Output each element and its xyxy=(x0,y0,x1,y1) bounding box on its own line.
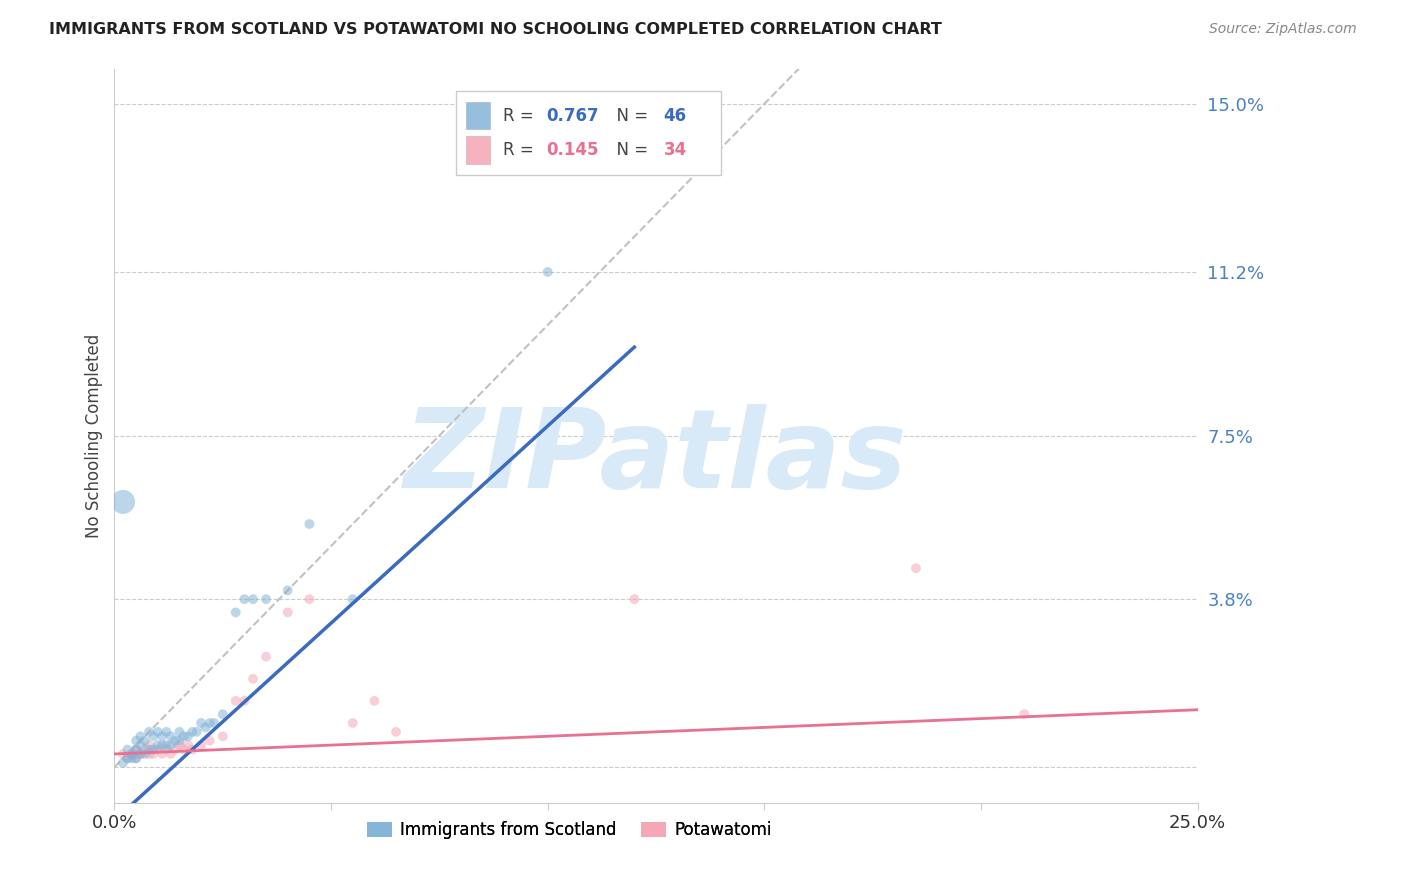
Point xyxy=(169,733,191,747)
Point xyxy=(277,606,299,620)
Point xyxy=(121,747,143,761)
Point xyxy=(121,751,143,765)
Point xyxy=(190,738,212,752)
Point xyxy=(363,694,385,708)
Point xyxy=(198,733,221,747)
Point xyxy=(342,592,364,607)
Bar xyxy=(467,102,491,129)
Bar xyxy=(467,136,491,164)
Point xyxy=(165,742,187,756)
Point xyxy=(134,742,156,756)
Point xyxy=(169,724,191,739)
Point xyxy=(112,495,135,509)
Point xyxy=(138,742,160,756)
Point xyxy=(242,592,264,607)
Text: 34: 34 xyxy=(664,141,688,159)
Point xyxy=(125,733,148,747)
Point xyxy=(198,716,221,731)
Point xyxy=(142,747,165,761)
Point xyxy=(181,742,204,756)
Point xyxy=(129,729,152,743)
Point xyxy=(242,672,264,686)
Point xyxy=(125,751,148,765)
Text: N =: N = xyxy=(606,141,654,159)
Point xyxy=(254,649,277,664)
Point xyxy=(129,747,152,761)
Point xyxy=(117,742,139,756)
Text: 46: 46 xyxy=(664,106,686,125)
Point xyxy=(194,720,217,734)
Point xyxy=(169,738,191,752)
Point xyxy=(298,516,321,531)
Point xyxy=(125,742,148,756)
Text: R =: R = xyxy=(503,106,540,125)
Point xyxy=(211,729,233,743)
Text: IMMIGRANTS FROM SCOTLAND VS POTAWATOMI NO SCHOOLING COMPLETED CORRELATION CHART: IMMIGRANTS FROM SCOTLAND VS POTAWATOMI N… xyxy=(49,22,942,37)
Point xyxy=(155,724,177,739)
Text: 0.145: 0.145 xyxy=(547,141,599,159)
Point xyxy=(138,724,160,739)
Point xyxy=(146,738,169,752)
Point xyxy=(159,747,181,761)
Point xyxy=(129,747,152,761)
Point xyxy=(121,747,143,761)
Point xyxy=(112,756,135,770)
Point xyxy=(142,729,165,743)
Point xyxy=(623,592,645,607)
Text: Source: ZipAtlas.com: Source: ZipAtlas.com xyxy=(1209,22,1357,37)
Point xyxy=(186,724,208,739)
Point xyxy=(117,751,139,765)
Point xyxy=(146,742,169,756)
Point xyxy=(233,592,256,607)
Point xyxy=(134,747,156,761)
Point xyxy=(150,747,173,761)
Text: R =: R = xyxy=(503,141,540,159)
Point xyxy=(112,747,135,761)
Text: ZIPatlas: ZIPatlas xyxy=(404,404,908,511)
Point xyxy=(225,606,247,620)
Point xyxy=(173,742,195,756)
Y-axis label: No Schooling Completed: No Schooling Completed xyxy=(86,334,103,538)
Point xyxy=(125,751,148,765)
Point xyxy=(904,561,927,575)
Point xyxy=(173,729,195,743)
Point xyxy=(165,733,187,747)
Point xyxy=(159,738,181,752)
Point xyxy=(177,729,200,743)
Point xyxy=(1014,707,1036,722)
Text: 0.767: 0.767 xyxy=(547,106,599,125)
Point xyxy=(138,738,160,752)
Point xyxy=(537,265,560,279)
Point xyxy=(342,716,364,731)
Point xyxy=(159,729,181,743)
Point xyxy=(125,742,148,756)
Point xyxy=(150,729,173,743)
Point xyxy=(142,742,165,756)
Point xyxy=(298,592,321,607)
Point xyxy=(385,724,408,739)
Point xyxy=(202,716,225,731)
Point xyxy=(181,724,204,739)
Point xyxy=(117,751,139,765)
Point xyxy=(155,738,177,752)
Point xyxy=(146,724,169,739)
Point xyxy=(190,716,212,731)
Point xyxy=(254,592,277,607)
Point xyxy=(225,694,247,708)
Point xyxy=(233,694,256,708)
Point xyxy=(155,742,177,756)
Point xyxy=(138,747,160,761)
FancyBboxPatch shape xyxy=(456,91,721,175)
Point xyxy=(150,738,173,752)
Point xyxy=(134,733,156,747)
Point xyxy=(177,738,200,752)
Point xyxy=(211,707,233,722)
Legend: Immigrants from Scotland, Potawatomi: Immigrants from Scotland, Potawatomi xyxy=(360,814,779,846)
Text: N =: N = xyxy=(606,106,654,125)
Point xyxy=(129,738,152,752)
Point xyxy=(277,583,299,598)
